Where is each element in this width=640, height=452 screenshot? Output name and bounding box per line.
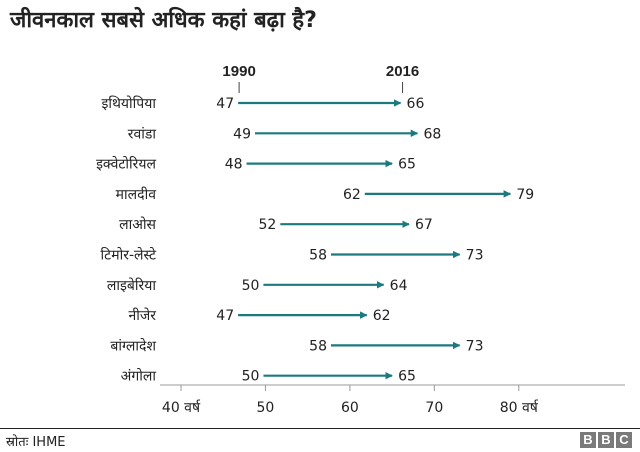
end-value-label: 64 [390, 278, 408, 294]
end-value-label: 73 [466, 248, 484, 264]
source-note: स्रोतः IHME [6, 435, 66, 450]
start-value-label: 50 [242, 278, 260, 294]
country-label: इथियोपिया [101, 95, 156, 112]
country-label: मालदीव [116, 186, 157, 203]
start-value-label: 49 [233, 126, 251, 142]
end-value-label: 79 [516, 187, 534, 203]
country-label: अंगोला [121, 368, 157, 385]
x-axis-tick-label: 40 वर्ष [162, 399, 201, 416]
end-value-label: 73 [466, 338, 484, 354]
end-value-label: 68 [423, 126, 441, 142]
start-value-label: 47 [216, 308, 234, 324]
start-value-label: 50 [242, 369, 260, 385]
chart-title: जीवनकाल सबसे अधिक कहां बढ़ा है? [10, 8, 317, 33]
country-label: इक्वेटोरियल [96, 156, 156, 173]
end-year-label: 2016 [386, 63, 419, 80]
end-value-label: 62 [373, 308, 391, 324]
country-label: रवांडा [128, 126, 157, 142]
bbc-logo-letter: B [598, 432, 614, 448]
start-value-label: 58 [309, 338, 327, 354]
end-value-label: 65 [398, 369, 416, 385]
start-value-label: 62 [343, 187, 361, 203]
country-label: लाइबेरिया [107, 277, 156, 294]
start-year-label: 1990 [222, 63, 255, 80]
country-label: लाओस [119, 216, 156, 233]
start-value-label: 48 [225, 157, 243, 173]
arrow-chart: 1990 2016 इथियोपिया 47 66 रवांडा 49 68 इक्वेटोरि… [96, 63, 625, 416]
bbc-logo-letter: C [616, 432, 632, 448]
end-value-label: 65 [398, 157, 416, 173]
end-value-label: 66 [407, 96, 425, 112]
end-value-label: 67 [415, 217, 433, 233]
bbc-logo: B B C [580, 432, 632, 448]
country-label: टिमोर-लेस्टे [101, 247, 157, 264]
bbc-logo-letter: B [580, 432, 596, 448]
x-axis-tick-label: 70 [425, 400, 443, 416]
x-axis-tick-label: 80 वर्ष [500, 399, 539, 416]
start-value-label: 52 [259, 217, 277, 233]
footer-divider [0, 428, 640, 429]
country-label: नीजेर [128, 307, 156, 324]
x-axis-tick-label: 50 [257, 400, 275, 416]
start-value-label: 58 [309, 248, 327, 264]
country-label: बांग्लादेश [110, 337, 156, 354]
x-axis-tick-label: 60 [341, 400, 359, 416]
start-value-label: 47 [216, 96, 234, 112]
